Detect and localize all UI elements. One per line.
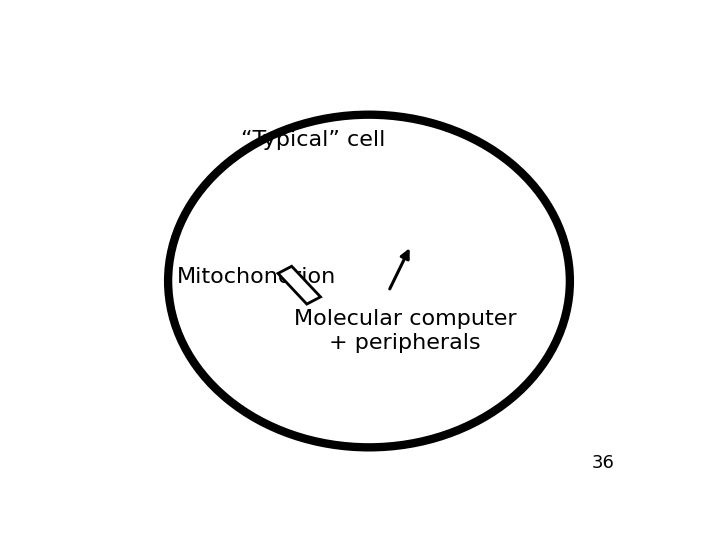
Ellipse shape <box>168 114 570 447</box>
Text: 36: 36 <box>592 454 615 472</box>
Text: Mitochondrion: Mitochondrion <box>176 267 336 287</box>
Bar <box>278 266 320 304</box>
Text: Molecular computer
+ peripherals: Molecular computer + peripherals <box>294 309 516 353</box>
Text: “Typical” cell: “Typical” cell <box>241 130 385 150</box>
